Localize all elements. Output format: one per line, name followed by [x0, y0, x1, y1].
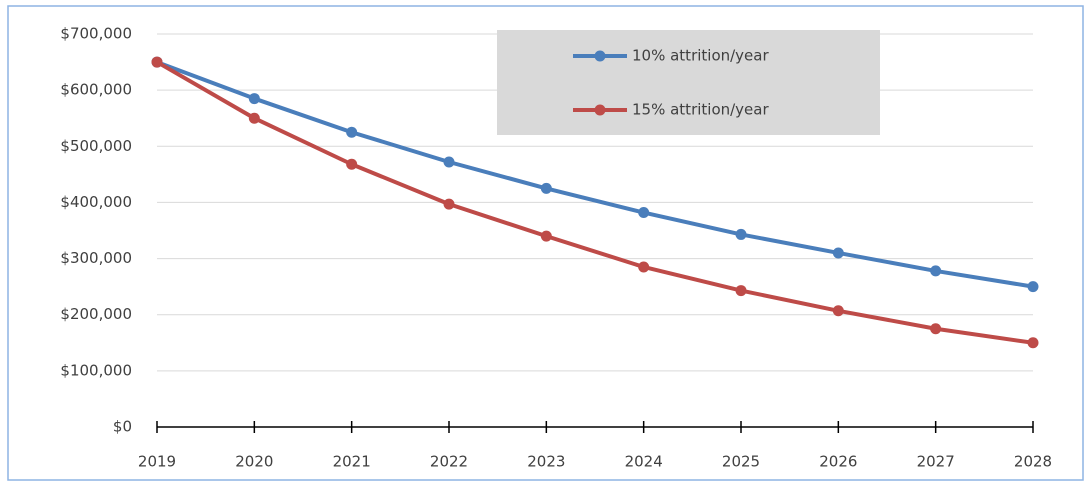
y-tick-label: $0 [113, 418, 132, 436]
x-tick-label: 2023 [527, 453, 565, 471]
legend-label: 10% attrition/year [632, 47, 769, 65]
legend-marker [594, 50, 606, 62]
point [832, 247, 844, 259]
point [1027, 281, 1039, 293]
y-tick-label: $500,000 [60, 137, 132, 155]
y-tick-label: $100,000 [60, 361, 132, 379]
series-line [156, 60, 1034, 345]
x-tick-label: 2027 [917, 453, 955, 471]
y-tick-label: $300,000 [60, 249, 132, 267]
point [1027, 337, 1039, 349]
x-tick-label: 2026 [819, 453, 857, 471]
x-tick-label: 2024 [625, 453, 663, 471]
point [443, 198, 455, 210]
x-tick-label: 2020 [235, 453, 273, 471]
point [346, 158, 358, 170]
y-tick-label: $600,000 [60, 81, 132, 99]
y-tick-label: $700,000 [60, 25, 132, 43]
point [248, 93, 260, 105]
point [930, 265, 942, 277]
point [638, 261, 650, 273]
x-tick-label: 2028 [1014, 453, 1052, 471]
legend-label: 15% attrition/year [632, 101, 769, 119]
legend-marker [594, 104, 606, 116]
x-tick-label: 2019 [138, 453, 176, 471]
series-line [156, 60, 1034, 289]
x-tick-label: 2025 [722, 453, 760, 471]
y-tick-label: $400,000 [60, 193, 132, 211]
point [832, 305, 844, 317]
point [248, 112, 260, 124]
point [346, 126, 358, 138]
point [930, 323, 942, 335]
x-tick-label: 2021 [333, 453, 371, 471]
x-tick-label: 2022 [430, 453, 468, 471]
point [443, 156, 455, 168]
point [540, 182, 552, 194]
point [735, 228, 747, 240]
point [638, 207, 650, 219]
legend-box [497, 30, 880, 135]
point [735, 285, 747, 297]
point [540, 230, 552, 242]
point [151, 56, 163, 68]
y-tick-label: $200,000 [60, 305, 132, 323]
